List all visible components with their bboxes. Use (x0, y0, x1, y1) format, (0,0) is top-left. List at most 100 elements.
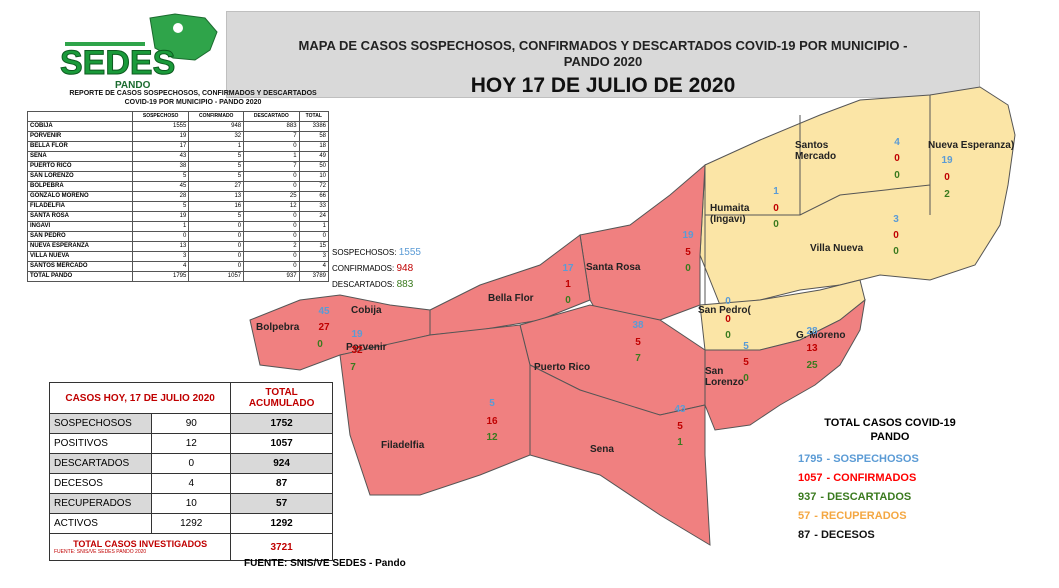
puerto-rico-confirmados: 5 (635, 337, 641, 348)
municipal-cell-c: 0 (188, 221, 245, 232)
municipal-table-heading: REPORTE DE CASOS SOSPECHOSOS, CONFIRMADO… (58, 89, 328, 107)
legend-value: 87 (798, 529, 811, 541)
san-pedro-descartados: 0 (725, 330, 731, 341)
label-filadelfia: Filadelfia (381, 440, 425, 451)
callout-descartados-value: 883 (396, 279, 414, 290)
cases-investigated-row: TOTAL CASOS INVESTIGADOS FUENTE: SNIS/VE… (48, 533, 333, 561)
municipal-cell-name: INGAVI (27, 221, 133, 232)
legend-value: 57 (798, 510, 811, 522)
municipal-heading-line1: REPORTE DE CASOS SOSPECHOSOS, CONFIRMADO… (69, 90, 317, 97)
humaita-descartados: 0 (773, 219, 779, 230)
sedes-logo-graphic: SEDES PANDO (60, 13, 218, 91)
santa-rosa-descartados: 0 (685, 263, 691, 274)
legend-item: 1057- CONFIRMADOS (798, 469, 1010, 488)
municipal-cell-name: SENA (27, 151, 133, 162)
san-lorenzo-confirmados: 5 (743, 357, 749, 368)
bella-flor-sospechosos: 17 (562, 263, 574, 274)
municipal-cell-name: SAN PEDRO (27, 231, 133, 242)
cobija-callout: SOSPECHOSOS: 1555 CONFIRMADOS: 948 DESCA… (332, 245, 421, 293)
sedes-logo: SEDES PANDO (55, 10, 225, 91)
santos-confirmados: 0 (894, 153, 900, 164)
municipal-cell-name: BELLA FLOR (27, 141, 133, 152)
callout-sospechosos-label: SOSPECHOSOS: (332, 248, 397, 257)
cases-row: DECESOS 4 87 (48, 473, 333, 494)
cases-investigated-label: TOTAL CASOS INVESTIGADOS (73, 539, 208, 549)
footer-source: FUENTE: SNIS/VE SEDES - Pando (244, 558, 406, 569)
totals-legend: TOTAL CASOS COVID-19 PANDO 1795- SOSPECH… (770, 416, 1010, 545)
label-porvenir: Porvenir (346, 342, 387, 353)
municipal-cell-s: 1555 (131, 121, 190, 132)
bolpebra-confirmados: 27 (318, 322, 330, 333)
municipal-cell-name: COBIJA (27, 121, 133, 132)
legend-item: 57- RECUPERADOS (798, 507, 1010, 526)
cases-header-left: CASOS HOY, 17 DE JULIO 2020 (48, 382, 232, 414)
municipal-cell-name: SAN LORENZO (27, 171, 133, 182)
municipal-cell-c: 0 (188, 251, 245, 262)
moreno-descartados: 25 (806, 360, 818, 371)
col-confirmado: CONFIRMADO (188, 111, 245, 122)
label-san-lorenzo-line2: Lorenzo (705, 377, 744, 388)
cases-row-label: DECESOS (48, 473, 153, 494)
cases-table-header: CASOS HOY, 17 DE JULIO 2020 TOTAL ACUMUL… (48, 382, 333, 414)
municipal-cell-c: 5 (188, 171, 245, 182)
legend-value: 1795 (798, 453, 823, 465)
municipal-cell-s: 3 (131, 251, 190, 262)
cases-row: POSITIVOS 12 1057 (48, 433, 333, 454)
legend-label: - RECUPERADOS (814, 510, 907, 522)
bella-flor-descartados: 0 (565, 295, 571, 306)
municipal-cell-c: 5 (188, 151, 245, 162)
sena-confirmados: 5 (677, 421, 683, 432)
callout-confirmados: CONFIRMADOS: 948 (332, 261, 421, 277)
moreno-confirmados: 13 (806, 343, 818, 354)
cases-row-total: 924 (230, 453, 333, 474)
municipal-cell-c: 0 (188, 261, 245, 272)
cases-row-total: 57 (230, 493, 333, 514)
legend-item: 87- DECESOS (798, 526, 1010, 545)
label-villa-nueva: Villa Nueva (810, 243, 864, 254)
legend-value: 1057 (798, 472, 823, 484)
legend-item: 1795- SOSPECHOSOS (798, 450, 1010, 469)
municipal-cell-s: 13 (131, 241, 190, 252)
col-sospechoso: SOSPECHOSO (131, 111, 190, 122)
municipal-row: SENA 43 5 1 49 (27, 151, 330, 162)
municipal-cell-s: 28 (131, 191, 190, 202)
cases-row-label: DESCARTADOS (48, 453, 153, 474)
cases-source-small: FUENTE: SNIS/VE SEDES PANDO 2020 (54, 549, 147, 555)
municipal-table-header: SOSPECHOSO CONFIRMADO DESCARTADO TOTAL (27, 111, 330, 122)
santa-rosa-confirmados: 5 (685, 247, 691, 258)
porvenir-sospechosos: 19 (351, 329, 363, 340)
porvenir-descartados: 7 (350, 362, 356, 373)
municipal-cell-s: 19 (131, 211, 190, 222)
municipal-cell-name: GONZALO MORENO (27, 191, 133, 202)
humaita-sospechosos: 1 (773, 186, 779, 197)
municipal-cell-s: 1795 (131, 271, 190, 282)
legend-label: - DECESOS (814, 529, 875, 541)
label-santos-line1: Santos (795, 140, 829, 151)
municipal-cell-s: 43 (131, 151, 190, 162)
villa-descartados: 0 (893, 246, 899, 257)
municipal-cell-s: 0 (131, 231, 190, 242)
villa-confirmados: 0 (893, 230, 899, 241)
municipal-cell-s: 19 (131, 131, 190, 142)
municipal-cell-c: 5 (188, 161, 245, 172)
municipal-cell-c: 5 (188, 211, 245, 222)
santa-rosa-sospechosos: 19 (682, 230, 694, 241)
municipal-row: GONZALO MORENO 28 13 25 66 (27, 191, 330, 202)
municipal-cell-name: PORVENIR (27, 131, 133, 142)
legend-label: - SOSPECHOSOS (826, 453, 919, 465)
label-santa-rosa: Santa Rosa (586, 262, 641, 273)
cases-row-total: 1292 (230, 513, 333, 534)
title-line2: PANDO 2020 (563, 54, 643, 69)
label-humaita: Humaita (Ingavi) (710, 203, 749, 225)
municipal-cell-c: 16 (188, 201, 245, 212)
cases-row-label: POSITIVOS (48, 433, 153, 454)
san-lorenzo-descartados: 0 (743, 373, 749, 384)
label-bolpebra: Bolpebra (256, 322, 300, 333)
label-nueva-esperanza: Nueva Esperanza) (928, 140, 1015, 151)
municipal-cell-c: 0 (188, 241, 245, 252)
san-pedro-confirmados: 0 (725, 314, 731, 325)
municipal-row: SAN PEDRO 0 0 0 0 (27, 231, 330, 242)
municipal-cell-c: 32 (188, 131, 245, 142)
bolpebra-descartados: 0 (317, 339, 323, 350)
municipal-cell-s: 5 (131, 201, 190, 212)
